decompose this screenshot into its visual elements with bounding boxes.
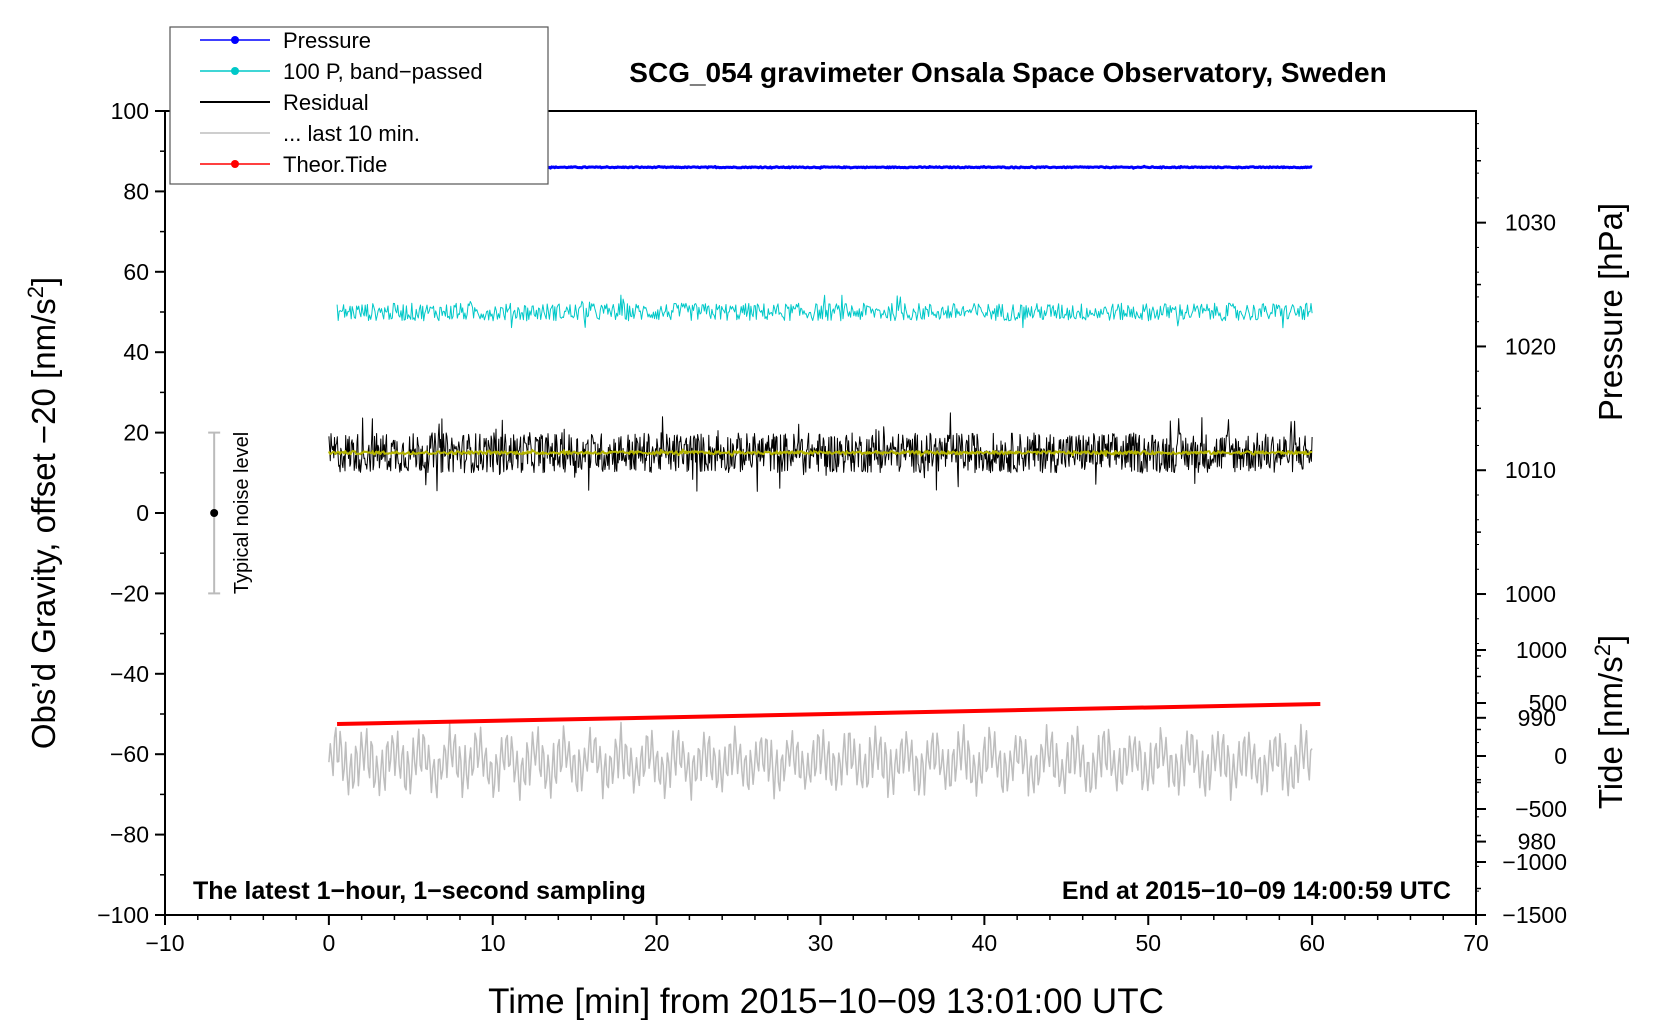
pressure-tick-label: 1010	[1505, 457, 1556, 483]
annotation-sampling: The latest 1−hour, 1−second sampling	[193, 877, 646, 905]
legend-label-100-p-band-passed: 100 P, band−passed	[283, 59, 483, 84]
y-axis-left-label-sup: 2	[23, 286, 48, 298]
tide-tick-label: −500	[1515, 796, 1567, 822]
legend-label-last-10-min: ... last 10 min.	[283, 121, 420, 146]
pressure-tick-label: 1000	[1505, 581, 1556, 607]
ticks-layer: −10 0 10 20 30 40 50 60 70−100−80−60−40−20020406…	[97, 98, 1567, 956]
x-tick-label: 60	[1299, 930, 1325, 956]
y-axis-tide-label-sup: 2	[1590, 644, 1615, 656]
y-tick-label: −60	[110, 741, 149, 767]
tide-tick-label: 500	[1529, 690, 1567, 716]
legend-marker-theor-tide	[231, 160, 239, 168]
pressure-tick-label: 990	[1518, 705, 1556, 731]
y-axis-left-label-text: Obs’d Gravity, offset −20 [nm/s	[25, 298, 62, 749]
y-tick-label: 40	[123, 339, 149, 365]
x-tick-label: −10	[145, 930, 184, 956]
pressure-tick-label: 1020	[1505, 333, 1556, 359]
y-axis-tide-label-text: Tide [nm/s	[1592, 656, 1629, 809]
y-tick-label: 80	[123, 178, 149, 204]
legend-marker-pressure	[231, 36, 239, 44]
y-tick-label: −80	[110, 822, 149, 848]
x-tick-label: 10	[480, 930, 506, 956]
x-tick-label: 40	[972, 930, 998, 956]
x-tick-label: 50	[1135, 930, 1161, 956]
x-axis-label: Time [min] from 2015−10−09 13:01:00 UTC	[488, 982, 1164, 1020]
y-axis-tide-label-end: ]	[1592, 635, 1629, 644]
chart-title: SCG_054 gravimeter Onsala Space Observat…	[629, 57, 1386, 88]
x-tick-label: 30	[808, 930, 834, 956]
x-tick-label: 0	[322, 930, 335, 956]
y-tick-label: −20	[110, 580, 149, 606]
legend-label-residual: Residual	[283, 90, 369, 115]
y-axis-pressure-label: Pressure [hPa]	[1592, 203, 1629, 421]
y-axis-left-label-end: ]	[25, 277, 62, 286]
y-axis-left-label: Obs’d Gravity, offset −20 [nm/s2]	[23, 277, 62, 749]
series--last-10-min-	[328, 721, 1313, 801]
tide-tick-label: −1000	[1502, 849, 1567, 875]
pressure-tick-label: 1030	[1505, 210, 1556, 236]
legend-box	[169, 26, 549, 185]
legend: Pressure 100 P, band−passed Residual ... la…	[169, 26, 549, 185]
y-tick-label: 100	[111, 98, 149, 124]
y-tick-label: 20	[123, 420, 149, 446]
y-tick-label: −100	[97, 902, 149, 928]
x-tick-label: 70	[1463, 930, 1489, 956]
tide-tick-label: 0	[1554, 743, 1567, 769]
y-axis-tide-label: Tide [nm/s2]	[1590, 635, 1629, 809]
noise-bar-center-dot	[210, 509, 219, 517]
y-tick-label: −40	[110, 661, 149, 687]
series-residual-smoothed	[327, 448, 1313, 457]
x-tick-label: 20	[644, 930, 670, 956]
legend-label-pressure: Pressure	[283, 28, 371, 53]
y-tick-label: 60	[123, 259, 149, 285]
noise-level-bar	[208, 431, 221, 595]
y-tick-label: 0	[136, 500, 149, 526]
tide-tick-label: −1500	[1502, 902, 1567, 928]
series-100-p-band-passed	[336, 294, 1313, 329]
noise-level-label: Typical noise level	[231, 432, 253, 594]
legend-marker-100-p-band-passed	[231, 67, 239, 75]
legend-label-theor-tide: Theor.Tide	[283, 152, 387, 177]
pressure-tick-label: 980	[1518, 829, 1556, 855]
tide-tick-label: 1000	[1516, 637, 1567, 663]
series-theor-tide	[337, 701, 1321, 727]
annotation-end-time: End at 2015−10−09 14:00:59 UTC	[1062, 877, 1451, 905]
